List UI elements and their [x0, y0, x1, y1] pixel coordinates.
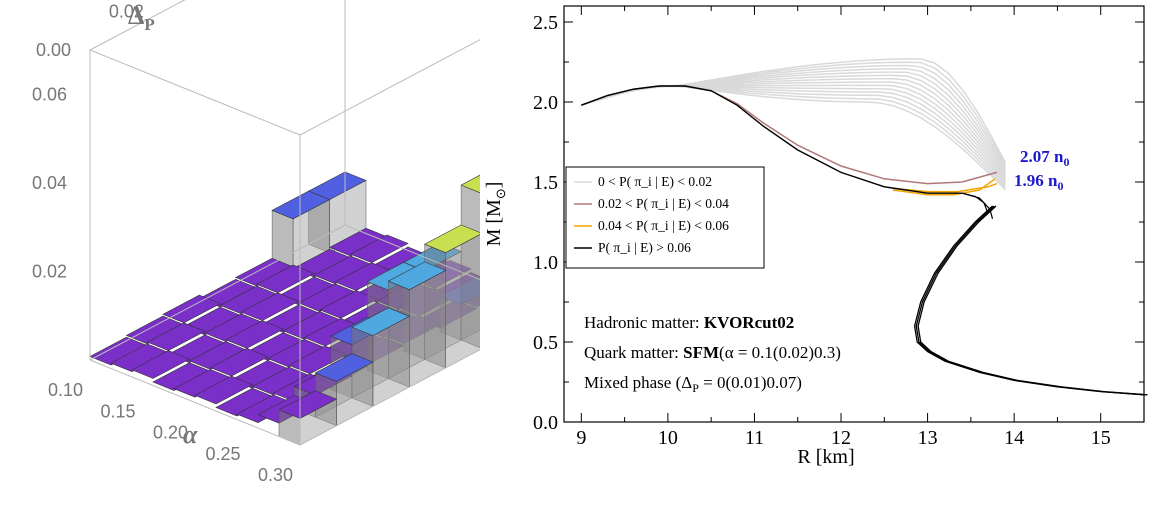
legend-label: 0.02 < P( π_i | E) < 0.04: [598, 196, 729, 211]
bar-side: [445, 234, 480, 369]
delta-tick-label: 0.02: [109, 1, 144, 21]
height-tick-label: 0.06: [32, 84, 67, 104]
y-axis-label: M [M⊙]: [483, 182, 508, 247]
bar-top: [146, 322, 206, 351]
bar-top: [278, 390, 338, 419]
box-edge: [89, 0, 186, 51]
orange-mr-curve: [892, 182, 998, 193]
bar-top: [349, 234, 409, 264]
legend-box: [565, 166, 765, 269]
height-tick-label: 0.04: [32, 173, 67, 193]
bar-top: [194, 375, 254, 405]
legend-label: P( π_i | E) > 0.06: [598, 240, 691, 255]
bar-top: [314, 353, 374, 382]
x-tick-label: 14: [1004, 427, 1024, 449]
alpha-tick-label: 0.25: [206, 444, 241, 464]
y-tick-label: 1.0: [533, 252, 558, 274]
x-tick-label: 12: [831, 427, 851, 449]
box-edge: [89, 49, 301, 136]
bar-top: [131, 350, 191, 379]
x-tick-label: 13: [918, 427, 938, 449]
hadronic-branch-curve: [915, 205, 1146, 396]
mixed-phase-label: Mixed phase (ΔP = 0(0.01)0.07): [584, 373, 802, 395]
mr-curves: [581, 58, 1148, 396]
hadronic-branch-curve: [917, 205, 1148, 396]
alpha-tick-label: 0.10: [48, 380, 83, 400]
box-edge: [344, 224, 480, 281]
y-tick-label: 1.5: [533, 172, 558, 194]
y-ticks: 0.0 0.5 1.0 1.5 2.0 2.5: [533, 12, 1144, 434]
bar3d-bars: [89, 171, 480, 446]
y-tick-label: 2.0: [533, 92, 558, 114]
quark-matter-label: Quark matter: SFM(α = 0.1(0.02)0.3): [584, 343, 841, 362]
onset-label-low: 1.96 n0: [1014, 171, 1063, 193]
bar-top: [225, 320, 285, 349]
bar3d-chart: 0.10 0.15 0.20 0.25 0.30 0.00 0.02 0.04 0.06 0.02…: [32, 0, 480, 485]
box-edge: [89, 359, 301, 446]
alpha-tick-label: 0.30: [258, 465, 293, 485]
bar-top: [351, 307, 411, 336]
hadronic-branch-curve: [913, 205, 1145, 396]
bar-top: [460, 174, 480, 194]
black-transition-curve: [962, 192, 994, 219]
y-tick-label: 0.5: [533, 332, 558, 354]
bar-top: [271, 190, 331, 220]
bar3d-box: [89, 0, 480, 446]
gray-mr-curve: [581, 71, 1007, 172]
box-edge: [299, 39, 480, 136]
x-tick-label: 9: [576, 427, 586, 449]
alpha-tick-label: 0.15: [101, 401, 136, 421]
x-tick-label: 11: [745, 427, 764, 449]
legend-label: 0 < P( π_i | E) < 0.02: [598, 174, 712, 189]
delta-tick-label: 0.00: [36, 40, 71, 60]
mass-radius-chart: 9 10 11 12 13 14 15 0.00.51.01.52.02.5 R [km] …: [483, 5, 1148, 468]
plot-frame: [563, 5, 1145, 423]
legend-label: 0.04 < P( π_i | E) < 0.06: [598, 218, 729, 233]
x-tick-label: 10: [658, 427, 678, 449]
bar-top: [162, 294, 222, 324]
orange-mr-curve: [892, 178, 996, 196]
black-twin-branch: [581, 85, 963, 194]
onset-label-high: 2.07 n0: [1020, 147, 1069, 169]
box-edge: [89, 224, 346, 361]
x-ticks: 9 10 11 12 13 14 15: [576, 6, 1145, 449]
bar-top: [387, 261, 447, 291]
height-tick-label: 0.02: [32, 261, 67, 281]
bar-top: [209, 347, 269, 377]
alpha-axis-label: α: [183, 420, 198, 449]
alpha-tick-label: 0.20: [153, 423, 188, 443]
bar3d-ticks: 0.10 0.15 0.20 0.25 0.30 0.00 0.02 0.04 0.06 0.02…: [32, 1, 293, 485]
bar-side: [409, 269, 446, 388]
x-axis-label: R [km]: [797, 446, 854, 468]
delta-axis-label: ΔP: [128, 1, 155, 34]
y-tick-label: 2.5: [533, 12, 558, 34]
bar-top: [240, 292, 300, 321]
box-edge: [299, 349, 480, 446]
hadronic-matter-label: Hadronic matter: KVORcut02: [584, 313, 794, 332]
x-tick-label: 15: [1091, 427, 1111, 449]
legend: 0 < P( π_i | E) < 0.02 0.02 < P( π_i | E)…: [565, 166, 765, 269]
y-tick-label: 0.0: [533, 412, 558, 434]
legend-items: 0 < P( π_i | E) < 0.02 0.02 < P( π_i | E)…: [574, 174, 729, 255]
bar-top: [423, 224, 480, 254]
